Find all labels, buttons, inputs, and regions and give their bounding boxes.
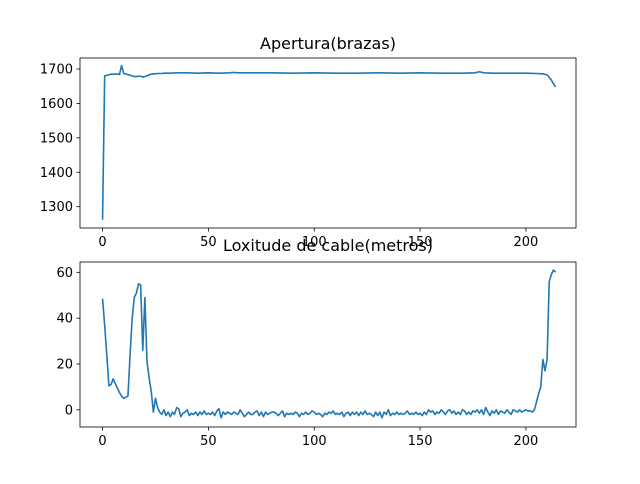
subplot-loxitude: 0 50 100 150 200 0 20 40 60 Loxitude de cable(m…: [56, 236, 577, 449]
y-axis-ticks: 0 20 40 60: [56, 266, 80, 418]
series-line-0: [101, 269, 557, 419]
y-tick-label: 60: [56, 266, 73, 281]
x-tick-label: 0: [98, 235, 106, 250]
series-layer: [101, 64, 557, 220]
x-axis-ticks: 0 50 100 150 200: [98, 228, 538, 250]
y-tick-label: 40: [56, 312, 73, 327]
x-axis-ticks: 0 50 100 150 200: [98, 427, 538, 449]
y-tick-label: 1300: [40, 200, 73, 215]
x-tick-label: 200: [514, 434, 539, 449]
y-tick-label: 1500: [40, 131, 73, 146]
series-layer: [101, 269, 557, 419]
subplot-apertura: Apertura(brazas) 0 50 100 150 200 1300 1400 15…: [40, 34, 577, 250]
chart-title: Loxitude de cable(metros): [223, 236, 433, 255]
y-axis-ticks: 1300 1400 1500 1600 1700: [40, 63, 80, 215]
y-tick-label: 1700: [40, 63, 73, 78]
chart-title: Apertura(brazas): [260, 34, 396, 53]
x-tick-label: 200: [514, 235, 539, 250]
plot-area-frame: [79, 261, 577, 428]
x-tick-label: 0: [98, 434, 106, 449]
x-tick-label: 150: [408, 434, 433, 449]
y-tick-label: 1600: [40, 97, 73, 112]
x-tick-label: 50: [200, 235, 217, 250]
x-tick-label: 50: [200, 434, 217, 449]
y-tick-label: 20: [56, 357, 73, 372]
plot-area-frame: [79, 57, 577, 229]
x-tick-label: 100: [302, 434, 327, 449]
series-line-0: [101, 64, 557, 220]
y-tick-label: 1400: [40, 166, 73, 181]
y-tick-label: 0: [65, 403, 73, 418]
x-tick-label: 150: [408, 235, 433, 250]
x-tick-label: 100: [302, 235, 327, 250]
